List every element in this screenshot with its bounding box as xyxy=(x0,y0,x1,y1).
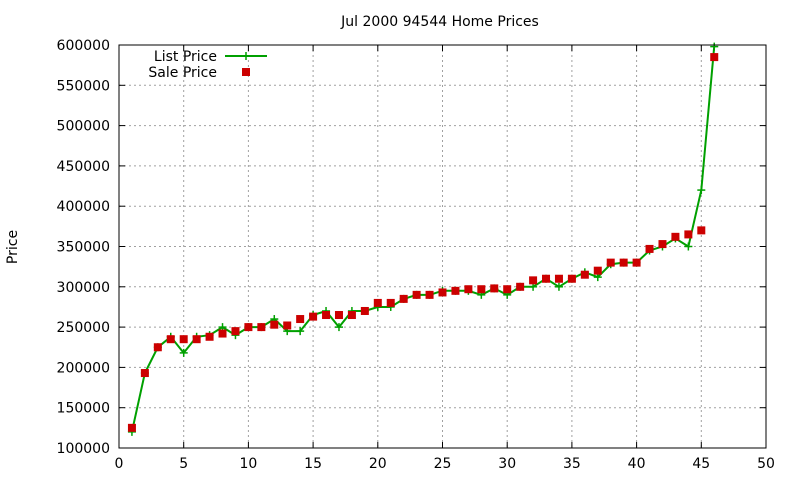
sale-price-point xyxy=(309,312,318,321)
y-tick-label: 600000 xyxy=(57,38,110,54)
sale-price-point xyxy=(606,258,615,267)
sale-price-point xyxy=(593,266,602,275)
sale-price-point xyxy=(360,306,369,315)
x-tick-label: 10 xyxy=(239,456,257,472)
sale-price-point xyxy=(179,335,188,344)
y-tick-label: 400000 xyxy=(57,199,110,215)
axis-ticks: 0 5 10 15 20 25 30 35 40 45 50 100000 150000 200000 25… xyxy=(57,38,775,472)
sale-price-point xyxy=(464,285,473,294)
sale-price-point xyxy=(231,327,240,336)
sale-price-point xyxy=(438,288,447,297)
sale-price-point xyxy=(567,274,576,283)
sale-price-point xyxy=(412,290,421,299)
y-tick-label: 150000 xyxy=(57,401,110,417)
y-tick-label: 450000 xyxy=(57,159,110,175)
legend-label: Sale Price xyxy=(148,65,217,81)
sale-price-point xyxy=(619,258,628,267)
sale-price-point xyxy=(205,332,214,341)
series-layer xyxy=(127,42,719,436)
sale-price-point xyxy=(166,335,175,344)
sale-price-point xyxy=(127,423,136,432)
sale-price-point xyxy=(386,298,395,307)
sale-price-point xyxy=(425,290,434,299)
sale-price-point xyxy=(347,311,356,320)
list-price-point xyxy=(554,282,563,291)
chart-title: Jul 2000 94544 Home Prices xyxy=(340,14,539,30)
sale-price-point xyxy=(192,335,201,344)
sale-price-point xyxy=(554,274,563,283)
sale-price-point xyxy=(632,258,641,267)
x-tick-label: 35 xyxy=(563,456,581,472)
sale-price-point xyxy=(580,270,589,279)
y-axis-label: Price xyxy=(5,230,21,264)
sale-price-point xyxy=(697,226,706,235)
plot-frame xyxy=(118,44,767,449)
sale-price-point xyxy=(399,294,408,303)
sale-price-point xyxy=(710,53,719,62)
list-price-point xyxy=(710,42,719,51)
list-price-point xyxy=(684,242,693,251)
sale-price-point xyxy=(490,284,499,293)
sale-price-point xyxy=(257,323,266,332)
y-tick-label: 350000 xyxy=(57,240,110,256)
x-tick-label: 50 xyxy=(757,456,775,472)
sale-price-point xyxy=(645,244,654,253)
x-tick-label: 25 xyxy=(434,456,452,472)
sale-price-point xyxy=(296,315,305,324)
x-tick-label: 40 xyxy=(628,456,646,472)
sale-price-point xyxy=(244,323,253,332)
y-tick-label: 250000 xyxy=(57,320,110,336)
sale-price-point xyxy=(516,282,525,291)
y-tick-label: 300000 xyxy=(57,280,110,296)
list-price-point xyxy=(334,323,343,332)
sale-price-point xyxy=(153,343,162,352)
sale-price-point xyxy=(140,369,149,378)
list-price-line xyxy=(130,46,716,433)
x-tick-label: 5 xyxy=(179,456,188,472)
y-tick-label: 550000 xyxy=(57,78,110,94)
legend-plus-marker xyxy=(242,52,250,60)
list-price-point xyxy=(296,327,305,336)
sale-price-point xyxy=(542,274,551,283)
x-tick-label: 30 xyxy=(498,456,516,472)
list-price-point xyxy=(179,348,188,357)
sale-price-point xyxy=(658,240,667,249)
sale-price-point xyxy=(270,320,279,329)
legend-square-swatch xyxy=(242,68,250,76)
y-tick-label: 100000 xyxy=(57,441,110,457)
x-tick-label: 45 xyxy=(692,456,710,472)
sale-price-point xyxy=(477,285,486,294)
legend-label: List Price xyxy=(154,49,217,65)
sale-price-point xyxy=(283,321,292,330)
x-tick-label: 0 xyxy=(115,456,124,472)
x-tick-label: 15 xyxy=(304,456,322,472)
sale-price-point xyxy=(218,329,227,338)
list-price-point xyxy=(697,186,706,195)
sale-price-point xyxy=(671,232,680,241)
x-tick-label: 20 xyxy=(369,456,387,472)
sale-price-point xyxy=(529,276,538,285)
sale-price-point xyxy=(451,286,460,295)
sale-price-point xyxy=(684,230,693,239)
y-tick-label: 200000 xyxy=(57,360,110,376)
sale-price-point xyxy=(334,311,343,320)
y-tick-label: 500000 xyxy=(57,119,110,135)
sale-price-point xyxy=(322,311,331,320)
sale-price-point xyxy=(373,298,382,307)
grid xyxy=(119,45,766,448)
sale-price-point xyxy=(503,285,512,294)
